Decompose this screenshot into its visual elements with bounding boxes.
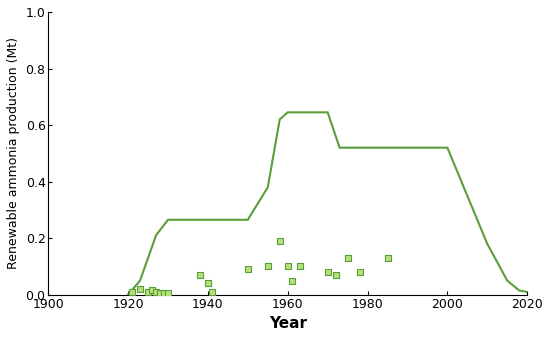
Point xyxy=(323,269,332,275)
Point xyxy=(263,264,272,269)
Point xyxy=(276,238,284,244)
Point xyxy=(295,264,304,269)
X-axis label: Year: Year xyxy=(269,316,307,331)
Point xyxy=(144,289,152,295)
Point xyxy=(343,255,352,261)
Point xyxy=(128,289,136,295)
Point xyxy=(287,278,296,283)
Y-axis label: Renewable ammonia production (Mt): Renewable ammonia production (Mt) xyxy=(7,37,20,269)
Point xyxy=(136,286,145,292)
Point xyxy=(283,264,292,269)
Point xyxy=(196,272,205,277)
Point xyxy=(355,269,364,275)
Point xyxy=(147,288,156,293)
Point xyxy=(156,291,164,296)
Point xyxy=(163,291,172,296)
Point xyxy=(331,272,340,277)
Point xyxy=(204,281,212,286)
Point xyxy=(207,289,216,295)
Point xyxy=(152,289,161,295)
Point xyxy=(383,255,392,261)
Point xyxy=(160,291,168,296)
Point xyxy=(244,267,252,272)
